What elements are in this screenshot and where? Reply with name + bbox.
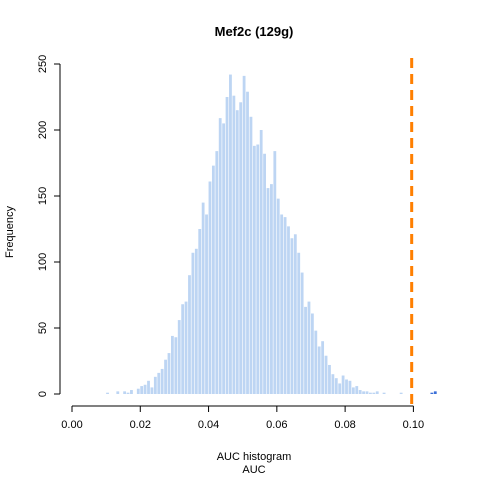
- y-axis-label: Frequency: [4, 206, 16, 258]
- x-tick-label: 0.04: [198, 419, 219, 431]
- histogram-bar: [191, 252, 195, 394]
- histogram-bar: [348, 380, 352, 394]
- histogram-bar: [252, 145, 256, 394]
- histogram-bar: [273, 151, 277, 394]
- histogram-bar: [290, 238, 294, 394]
- x-tick-label: 0.00: [61, 419, 82, 431]
- y-tick-label: 100: [37, 253, 49, 271]
- axes-group: 0.00 0.02 0.04 0.06 0.08 0.10 0 50 100 150 200 250: [37, 55, 424, 431]
- histogram-bar: [123, 391, 127, 394]
- histogram-bar: [287, 226, 290, 394]
- histogram-bar: [310, 313, 314, 394]
- histogram-bar: [314, 330, 318, 394]
- histogram-bar: [174, 337, 178, 394]
- histogram-bar: [263, 153, 266, 394]
- y-tick-label: 50: [37, 322, 49, 334]
- histogram-bar: [235, 110, 239, 394]
- histogram-bar: [222, 123, 226, 395]
- histogram-bar: [331, 374, 335, 394]
- histogram-bar: [365, 391, 369, 394]
- histogram-bar: [232, 95, 236, 395]
- histogram-bar: [194, 248, 198, 394]
- histogram-bar: [259, 130, 263, 394]
- histogram-bar: [181, 304, 185, 394]
- histogram-bar: [164, 359, 167, 394]
- histogram-bar: [324, 355, 328, 394]
- histogram-bar: [184, 301, 188, 394]
- histogram-bar: [188, 275, 191, 394]
- histogram-bar: [280, 214, 284, 394]
- y-tick-label: 0: [37, 391, 49, 397]
- histogram-bar: [351, 387, 355, 394]
- histogram-bar: [372, 392, 376, 394]
- histogram-bar: [362, 391, 365, 394]
- histogram-bar: [205, 214, 208, 394]
- histogram-bar: [171, 335, 174, 394]
- histogram-bar: [321, 341, 325, 394]
- histogram-bar: [246, 91, 249, 394]
- histogram-bar: [270, 184, 273, 394]
- histogram-bar: [147, 380, 150, 394]
- histogram-bar: [300, 272, 304, 394]
- histogram-bar: [293, 234, 297, 394]
- histogram-bar: [150, 387, 154, 394]
- x-tick-label: 0.08: [334, 419, 355, 431]
- histogram-bar: [116, 391, 120, 394]
- histogram-bar: [297, 252, 301, 394]
- histogram-bar: [355, 386, 359, 394]
- histogram-bar: [375, 391, 379, 394]
- y-tick-label: 250: [37, 55, 49, 73]
- histogram-bar: [345, 379, 348, 394]
- histogram-bar: [167, 353, 171, 394]
- histogram-bar: [334, 378, 338, 394]
- histogram-bar: [208, 181, 212, 394]
- histogram-bar: [136, 388, 140, 394]
- histogram-bar: [283, 217, 287, 394]
- histogram-bar: [358, 390, 362, 394]
- x-tick-label: 0.10: [403, 419, 424, 431]
- histogram-bar: [328, 364, 331, 394]
- histogram-bar: [225, 97, 229, 394]
- histogram-bar: [369, 392, 372, 394]
- x-axis-sublabel: AUC: [242, 464, 265, 476]
- histogram-bar: [266, 188, 270, 394]
- histogram-bar: [304, 306, 307, 394]
- histogram-bar: [382, 392, 386, 394]
- x-axis-label: AUC histogram: [217, 451, 292, 463]
- bars-group: [106, 74, 437, 395]
- x-tick-label: 0.02: [130, 419, 151, 431]
- histogram-bar: [242, 75, 246, 394]
- histogram-bar: [130, 390, 133, 394]
- histogram-bar: [399, 392, 403, 394]
- histogram-bar: [215, 151, 219, 394]
- y-tick-label: 200: [37, 121, 49, 139]
- histogram-bar: [276, 198, 280, 394]
- chart-title: Mef2c (129g): [215, 24, 294, 39]
- histogram-bar: [433, 391, 437, 394]
- histogram-bar: [140, 386, 144, 394]
- histogram-bar: [249, 116, 253, 395]
- histogram-bar: [201, 202, 205, 394]
- histogram-bar: [307, 301, 311, 394]
- histogram-bar: [198, 229, 202, 394]
- x-tick-label: 0.06: [266, 419, 287, 431]
- histogram-bar: [153, 376, 157, 394]
- histogram-bar: [143, 384, 147, 394]
- histogram-bar: [430, 392, 434, 394]
- histogram-bar: [126, 392, 130, 394]
- histogram-bar: [157, 372, 161, 394]
- histogram-bar: [177, 320, 181, 394]
- y-tick-label: 150: [37, 187, 49, 205]
- histogram-bar: [256, 144, 260, 394]
- histogram-bar: [239, 102, 243, 394]
- histogram-bar: [218, 118, 222, 395]
- histogram-bar: [229, 74, 232, 394]
- histogram-bar: [160, 368, 164, 394]
- histogram-bar: [338, 383, 342, 394]
- histogram-bar: [317, 346, 321, 394]
- histogram-bar: [341, 375, 345, 394]
- histogram-bar: [211, 165, 215, 394]
- histogram-bar: [106, 392, 109, 394]
